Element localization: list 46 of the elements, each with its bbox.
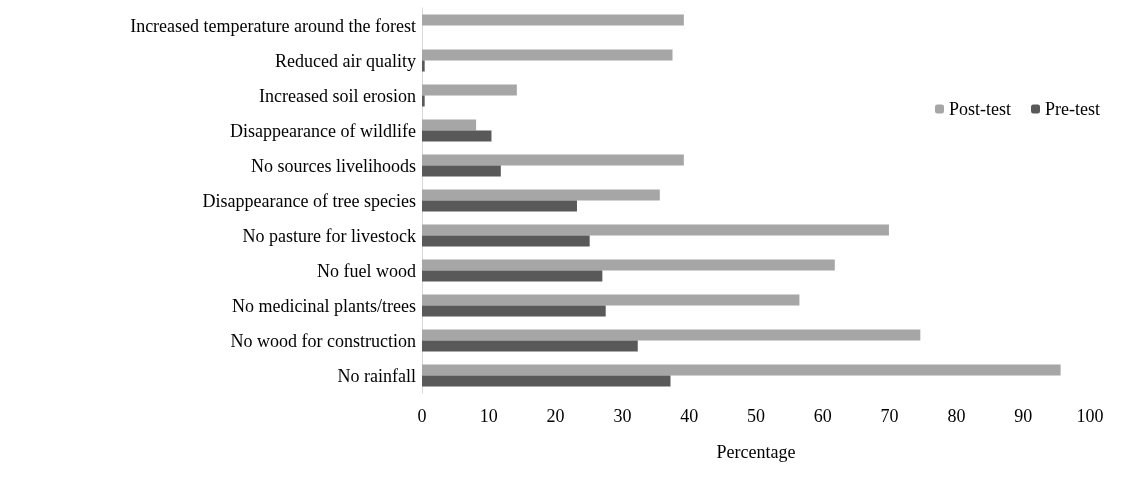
x-tick-label: 60 xyxy=(813,406,832,426)
x-tick-label: 0 xyxy=(417,406,427,426)
bar xyxy=(422,189,660,201)
bar xyxy=(422,130,492,142)
legend-label: Pre-test xyxy=(1045,99,1100,119)
bar xyxy=(422,200,577,212)
bar xyxy=(422,154,684,166)
bar xyxy=(422,340,638,352)
y-tick-label: No rainfall xyxy=(337,365,416,386)
bar xyxy=(422,235,590,247)
bar xyxy=(422,119,477,131)
bar xyxy=(422,84,517,96)
y-tick-label: Disappearance of tree species xyxy=(202,190,416,211)
bar xyxy=(422,329,921,341)
bar xyxy=(422,375,671,387)
x-tick-label: 70 xyxy=(880,406,899,426)
bar xyxy=(422,259,835,271)
x-tick-label: 80 xyxy=(947,406,966,426)
x-tick-label: 90 xyxy=(1014,406,1033,426)
y-tick-label: No wood for construction xyxy=(230,330,416,351)
bar xyxy=(422,14,684,26)
x-tick-label: 20 xyxy=(546,406,565,426)
x-tick-label: 40 xyxy=(680,406,699,426)
bar xyxy=(422,49,673,61)
legend-label: Post-test xyxy=(949,99,1012,119)
x-axis-title: Percentage xyxy=(716,442,796,462)
y-tick-label: Reduced air quality xyxy=(275,50,416,71)
x-tick-label: 30 xyxy=(613,406,632,426)
bar xyxy=(422,60,425,72)
y-tick-label: Increased soil erosion xyxy=(259,85,416,106)
bar xyxy=(422,224,889,236)
y-tick-label: No sources livelihoods xyxy=(251,155,416,176)
bar xyxy=(422,165,501,177)
bar xyxy=(422,270,603,282)
y-tick-label: No fuel wood xyxy=(317,260,416,281)
y-tick-label: Disappearance of wildlife xyxy=(230,120,416,141)
x-tick-label: 50 xyxy=(747,406,765,426)
x-tick-label: 100 xyxy=(1076,406,1104,426)
bar xyxy=(422,364,1061,376)
bar xyxy=(422,305,606,317)
y-tick-label: No pasture for livestock xyxy=(242,225,416,246)
x-tick-label: 10 xyxy=(479,406,498,426)
bar xyxy=(422,294,800,306)
y-tick-label: Increased temperature around the forest xyxy=(130,15,416,36)
y-tick-label: No medicinal plants/trees xyxy=(232,295,416,316)
bar xyxy=(422,95,425,107)
